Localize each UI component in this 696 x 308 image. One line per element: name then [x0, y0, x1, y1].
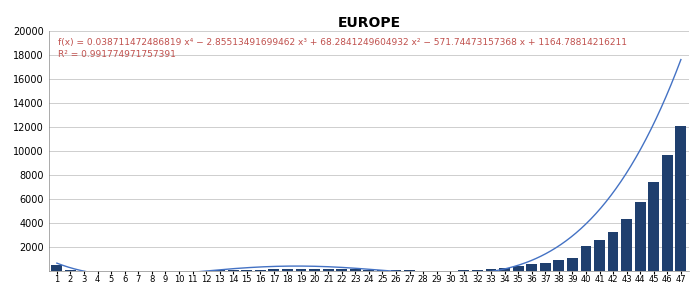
Bar [296, 269, 306, 271]
Bar [622, 219, 632, 271]
Bar [228, 270, 239, 271]
Bar [269, 269, 279, 271]
Bar [255, 270, 266, 271]
Text: f(x) = 0.038711472486819 x⁴ − 2.85513491699462 x³ + 68.2841249604932 x² − 571.74: f(x) = 0.038711472486819 x⁴ − 2.85513491… [58, 38, 627, 59]
Bar [676, 126, 686, 271]
Bar [649, 181, 659, 271]
Bar [390, 270, 402, 271]
Bar [52, 265, 62, 271]
Bar [459, 270, 469, 271]
Bar [336, 269, 347, 271]
Bar [363, 270, 374, 271]
Bar [418, 270, 429, 271]
Bar [309, 269, 320, 271]
Bar [404, 270, 415, 271]
Bar [350, 270, 361, 271]
Bar [608, 232, 619, 271]
Bar [662, 155, 673, 271]
Bar [214, 270, 225, 271]
Title: EUROPE: EUROPE [338, 16, 400, 30]
Bar [513, 266, 523, 271]
Bar [526, 265, 537, 271]
Bar [594, 241, 605, 271]
Bar [580, 246, 592, 271]
Bar [540, 263, 551, 271]
Bar [377, 270, 388, 271]
Bar [499, 268, 510, 271]
Bar [486, 269, 496, 271]
Bar [242, 270, 252, 271]
Bar [567, 258, 578, 271]
Bar [282, 269, 293, 271]
Bar [472, 270, 483, 271]
Bar [553, 260, 564, 271]
Bar [323, 269, 333, 271]
Bar [635, 202, 646, 271]
Bar [65, 270, 76, 271]
